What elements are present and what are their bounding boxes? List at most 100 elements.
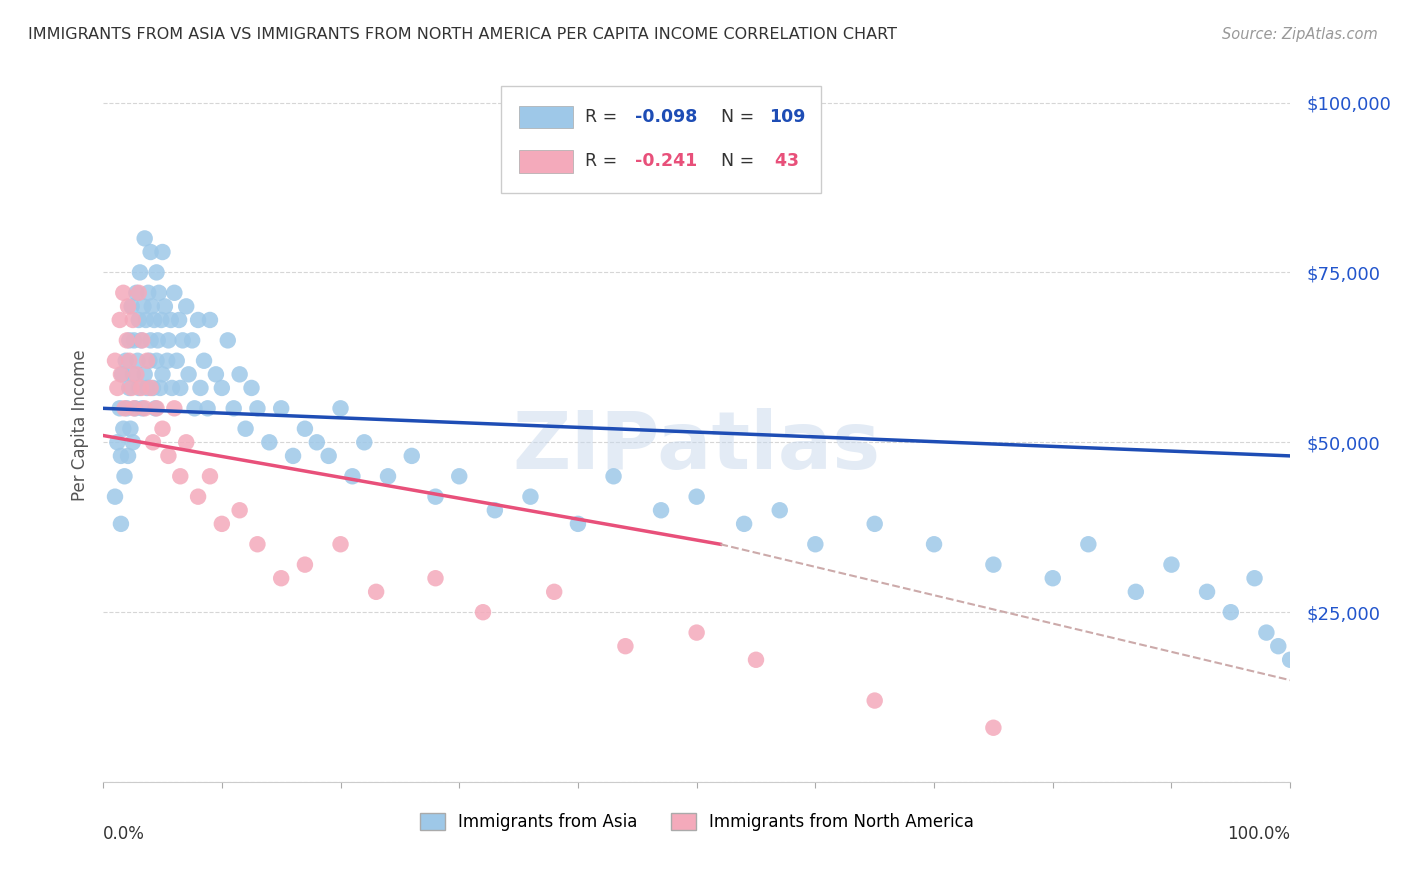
Point [1243,571,1265,585]
Point [150,313,173,327]
Point [121,299,143,313]
Point [1042,571,1064,585]
Point [198,313,221,327]
Point [108,313,131,327]
Point [152,422,174,436]
Point [1267,639,1289,653]
Point [543,584,565,599]
Point [159,313,181,327]
Point [114,401,136,416]
Point [401,449,423,463]
Point [128,313,150,327]
Point [922,537,945,551]
Point [329,401,352,416]
Point [1219,605,1241,619]
Point [131,334,153,348]
Point [169,381,191,395]
Point [121,435,143,450]
FancyBboxPatch shape [519,105,574,128]
Point [156,353,179,368]
Point [270,571,292,585]
Point [134,231,156,245]
Point [117,299,139,313]
Point [425,490,447,504]
Point [197,401,219,416]
Point [118,353,141,368]
Point [142,381,165,395]
Point [145,353,167,368]
Point [134,401,156,416]
Point [377,469,399,483]
Point [1160,558,1182,572]
Point [108,401,131,416]
Point [138,353,160,368]
Point [129,265,152,279]
Point [121,313,143,327]
Point [425,571,447,585]
Point [246,537,269,551]
Point [142,435,165,450]
Point [983,721,1005,735]
Point [685,625,707,640]
Point [127,353,149,368]
Point [1197,584,1219,599]
Point [983,558,1005,572]
Point [112,422,135,436]
Text: -0.241: -0.241 [636,153,697,170]
Point [187,313,209,327]
Point [472,605,495,619]
Point [519,490,541,504]
Point [745,653,768,667]
Point [141,299,163,313]
Point [105,435,128,450]
Point [1125,584,1147,599]
Text: IMMIGRANTS FROM ASIA VS IMMIGRANTS FROM NORTH AMERICA PER CAPITA INCOME CORRELAT: IMMIGRANTS FROM ASIA VS IMMIGRANTS FROM … [28,27,897,42]
Point [733,516,755,531]
Point [136,353,159,368]
Point [187,490,209,504]
Point [181,334,204,348]
Point [685,490,707,504]
Point [118,334,141,348]
Point [305,435,328,450]
Point [222,401,245,416]
Point [163,401,186,416]
Point [183,401,205,416]
Point [136,285,159,300]
Point [614,639,637,653]
Point [160,381,183,395]
Point [567,516,589,531]
Point [115,334,138,348]
Point [120,422,142,436]
Text: N =: N = [710,108,759,126]
Point [449,469,471,483]
Point [146,334,169,348]
Point [122,401,145,416]
Point [104,490,127,504]
Point [166,353,188,368]
Point [131,401,153,416]
Point [110,516,132,531]
Point [148,285,170,300]
Point [217,334,239,348]
Point [128,285,150,300]
Point [149,381,172,395]
Point [115,401,138,416]
Text: 100.0%: 100.0% [1227,825,1291,843]
Point [1279,653,1302,667]
Point [104,353,127,368]
Point [114,353,136,368]
Point [190,381,212,395]
Point [228,368,250,382]
Point [139,245,162,260]
Point [769,503,792,517]
Text: 109: 109 [769,108,806,126]
Point [143,313,166,327]
Point [167,313,190,327]
Point [157,449,180,463]
Point [329,537,352,551]
Text: R =: R = [585,108,623,126]
Point [650,503,672,517]
Point [129,334,152,348]
Point [211,516,233,531]
